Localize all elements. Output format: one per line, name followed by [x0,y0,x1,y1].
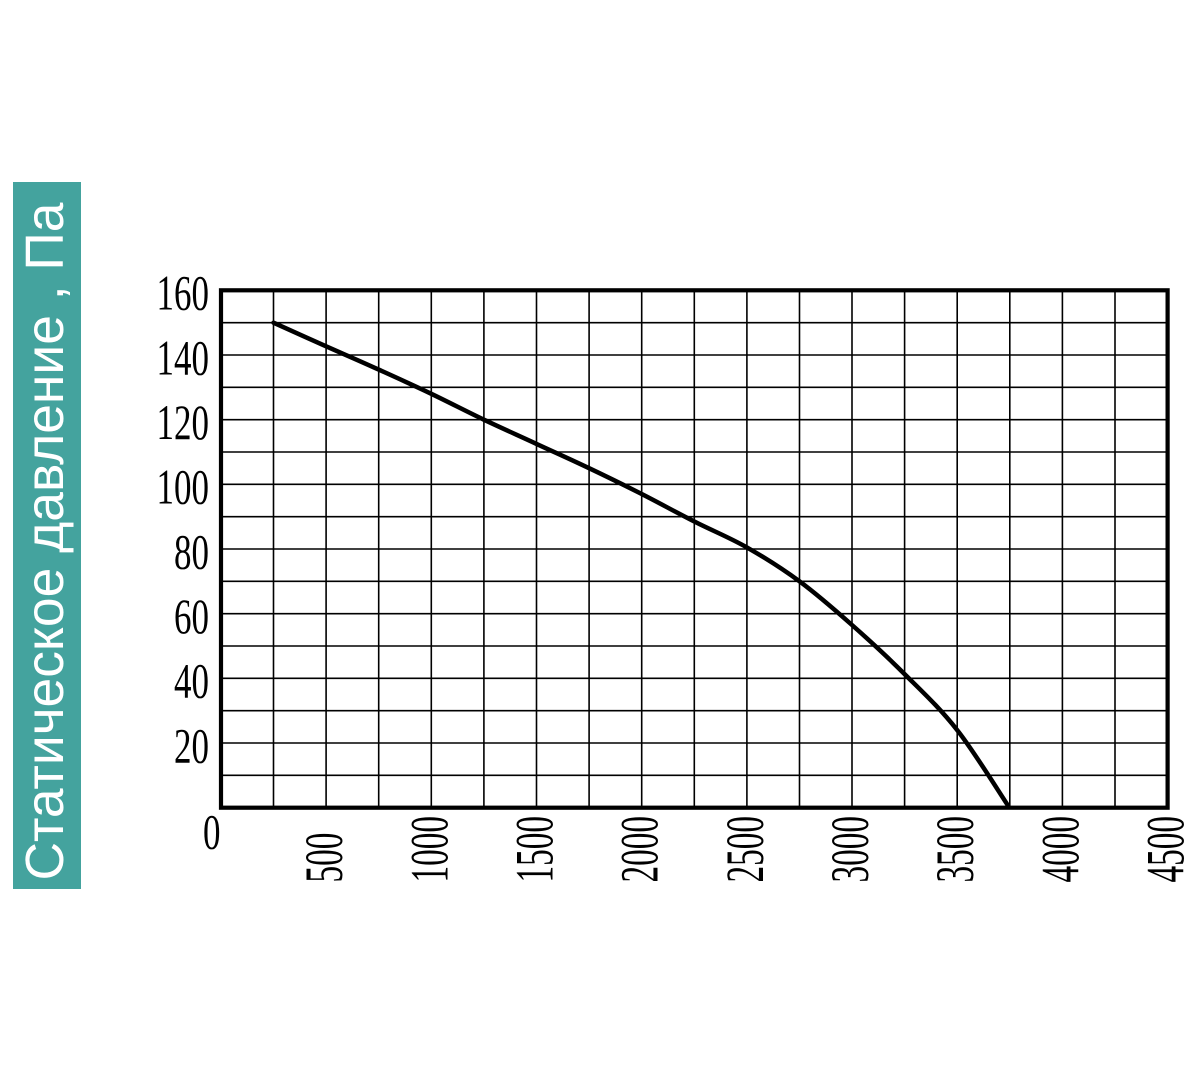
svg-text:2500: 2500 [715,816,775,882]
svg-text:80: 80 [174,525,209,579]
svg-text:20: 20 [174,719,209,773]
svg-text:1500: 1500 [504,816,564,882]
svg-text:140: 140 [157,331,209,385]
svg-text:2000: 2000 [609,816,669,882]
svg-text:60: 60 [174,590,209,644]
svg-text:3000: 3000 [820,816,880,882]
svg-text:4000: 4000 [1030,816,1090,882]
svg-text:500: 500 [294,833,354,883]
svg-text:4500: 4500 [1135,816,1195,882]
svg-text:1000: 1000 [399,816,459,882]
svg-text:120: 120 [157,396,209,450]
svg-text:100: 100 [157,461,209,515]
svg-text:0: 0 [203,806,220,860]
svg-text:3500: 3500 [925,816,985,882]
svg-text:40: 40 [174,655,209,709]
svg-text:160: 160 [157,267,209,321]
